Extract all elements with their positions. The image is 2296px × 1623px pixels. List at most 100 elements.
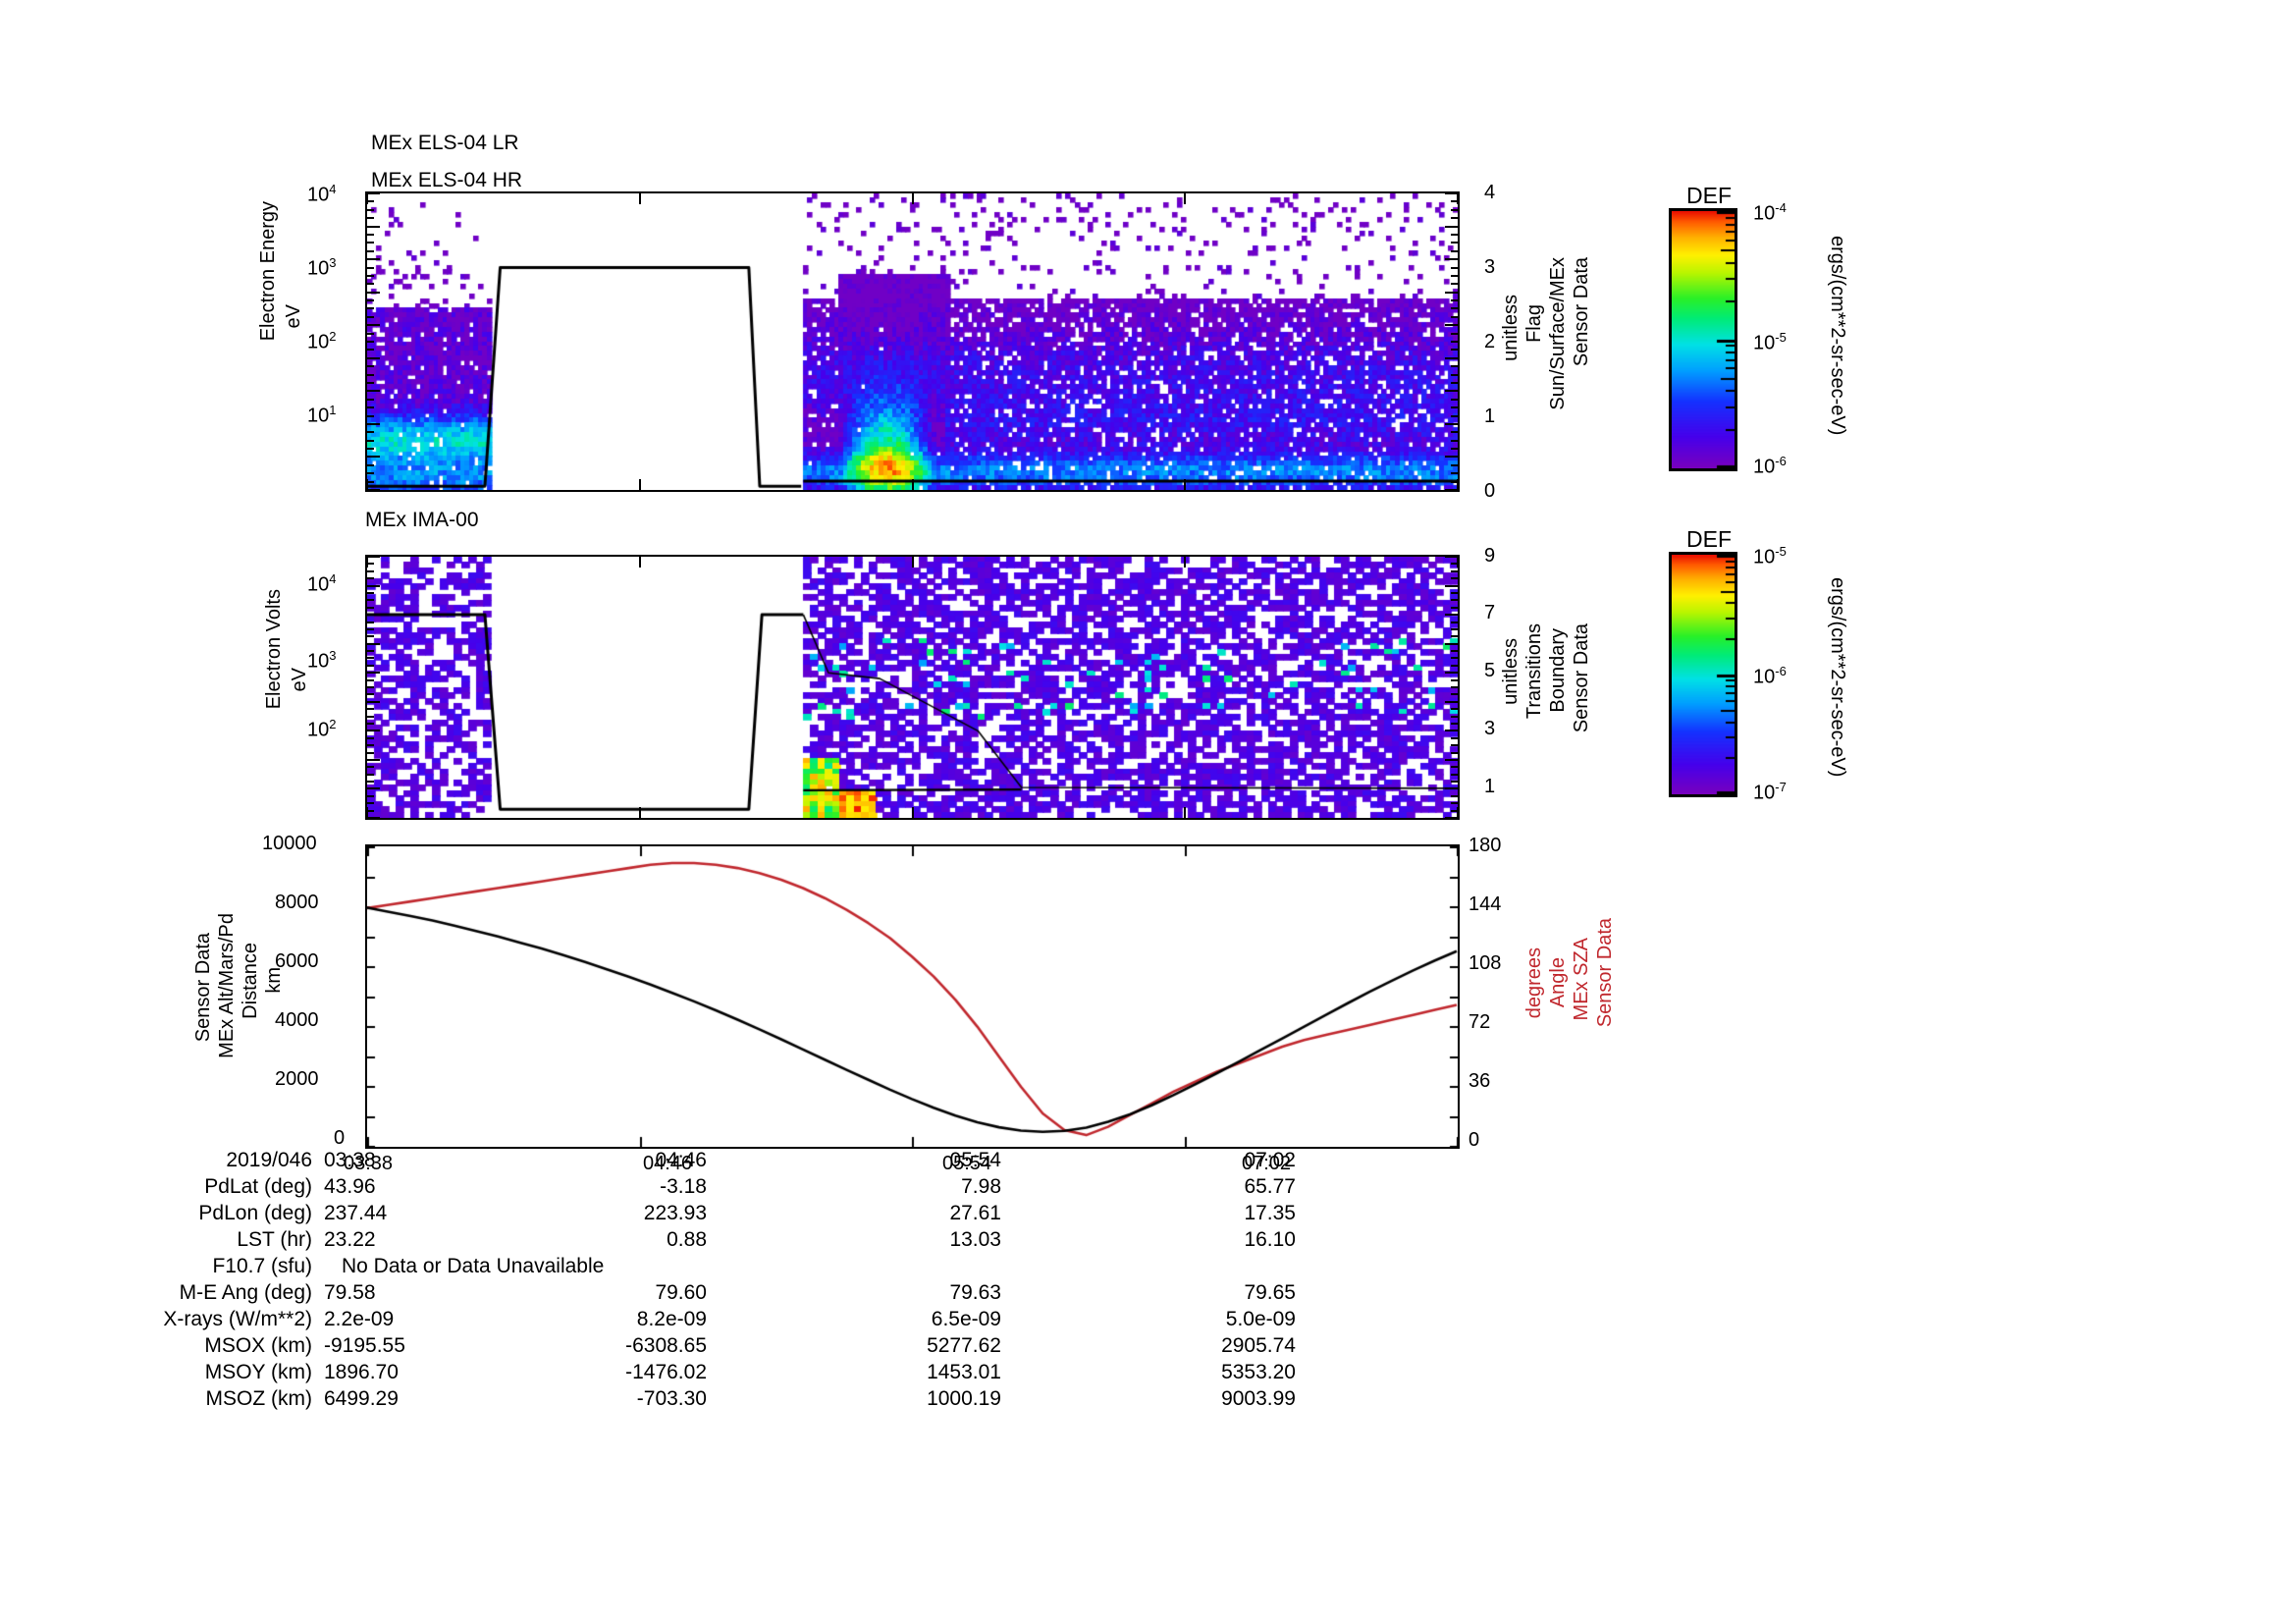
info-table-row: MSOY (km) 1896.70 -1476.02 1453.01 5353.20 <box>0 1361 1472 1387</box>
info-table-cell: 2905.74 <box>1221 1334 1296 1357</box>
colorbar2-tick-top: 10-5 <box>1753 544 1787 568</box>
info-table-row-key: PdLat (deg) <box>204 1175 312 1198</box>
colorbar1-tick-top: 10-4 <box>1753 200 1787 225</box>
colorbar2-tick-mid: 10-6 <box>1753 664 1787 688</box>
info-table-cell: -703.30 <box>636 1387 707 1410</box>
info-table-cell: 8.2e-09 <box>636 1308 707 1330</box>
info-table-cell: 9003.99 <box>1221 1387 1296 1410</box>
panel3-right-axis-label-line1: Sensor Data <box>1594 918 1616 1028</box>
colorbar2-unit-label: ergs/(cm**2-sr-sec-eV) <box>1827 577 1848 778</box>
panel3-right-axis-label-line3: Angle <box>1547 957 1569 1008</box>
panel3-left-axis-label-line1: Sensor Data <box>192 933 214 1043</box>
info-table-row-key: LST (hr) <box>237 1228 312 1251</box>
panel1-ytick-0: 104 <box>307 182 337 206</box>
panel1-left-axis-label: Electron Energy <box>257 201 279 342</box>
info-table-cell: 79.60 <box>655 1281 707 1304</box>
panel2-right-axis-label-line3: Transitions <box>1523 623 1545 720</box>
info-table-cell: 79.65 <box>1244 1281 1296 1304</box>
info-table-cell: 43.96 <box>324 1175 376 1198</box>
colorbar1-title: DEF <box>1686 183 1732 208</box>
panel3-ytick-5: 0 <box>334 1127 346 1149</box>
info-table-row: F10.7 (sfu) No Data or Data Unavailable <box>0 1255 1472 1281</box>
panel1-title-hr: MEx ELS-04 HR <box>371 169 523 191</box>
colorbar2-tick-bottom: 10-7 <box>1753 780 1787 804</box>
panel2-right-axis-label-line1: Sensor Data <box>1571 623 1592 733</box>
colorbar1-gradient <box>1672 211 1735 468</box>
panel3-right-axis-label-line2: MEx SZA <box>1571 938 1592 1021</box>
panel3-right-ytick-1: 144 <box>1468 893 1502 915</box>
info-table-row: MSOX (km) -9195.55 -6308.65 5277.62 2905.74 <box>0 1334 1472 1361</box>
info-table-cell: 1000.19 <box>927 1387 1001 1410</box>
info-table-row: PdLon (deg) 237.44 223.93 27.61 17.35 <box>0 1202 1472 1228</box>
info-table-row-key: PdLon (deg) <box>198 1202 312 1224</box>
colorbar2-title: DEF <box>1686 526 1732 552</box>
info-table-cell: 223.93 <box>643 1202 707 1224</box>
colorbar1[interactable] <box>1669 208 1737 471</box>
time-tick-0: 03:38 <box>344 1153 394 1174</box>
panel1-right-axis-label-line2: Sun/Surface/MEx <box>1547 257 1569 410</box>
panel3-left-axis-label-line2: MEx Alt/Mars/Pd <box>216 913 238 1058</box>
time-tick-2: 05:54 <box>942 1153 992 1174</box>
info-table-cell: 6.5e-09 <box>931 1308 1001 1330</box>
panel1-ytick-2: 102 <box>307 329 337 353</box>
colorbar2-gradient <box>1672 555 1735 794</box>
panel3-ytick-3: 4000 <box>275 1009 319 1031</box>
panel1-title-lr: MEx ELS-04 LR <box>371 132 519 154</box>
info-table-row: 2019/046 03:38 04:46 05:54 07:02 <box>0 1149 1472 1175</box>
panel3-left-axis-label-line3: Distance <box>240 943 261 1019</box>
time-tick-3: 07:02 <box>1242 1153 1292 1174</box>
panel2-boundary-overlay-canvas <box>367 557 1458 818</box>
panel3-lines-canvas <box>367 846 1458 1147</box>
panel1-left-axis-unit: eV <box>283 304 304 329</box>
info-table-row-key: MSOY (km) <box>204 1361 312 1383</box>
panel3-left-axis-label-line4: km <box>263 967 285 994</box>
panel1-right-axis-label-line3: Flag <box>1523 304 1545 343</box>
info-table-cell: 07:02 <box>1244 1149 1296 1171</box>
info-table-cell: 7.98 <box>961 1175 1001 1198</box>
panel2-right-ytick-1: 7 <box>1484 602 1496 623</box>
panel3-right-ytick-5: 0 <box>1468 1129 1480 1151</box>
info-table-cell: 13.03 <box>949 1228 1001 1251</box>
info-table: 2019/046 03:38 04:46 05:54 07:02 PdLat (deg) 4… <box>0 1149 1472 1414</box>
info-table-row-key: M-E Ang (deg) <box>179 1281 312 1304</box>
panel1-right-ytick-4: 0 <box>1484 480 1496 502</box>
info-table-cell: 6499.29 <box>324 1387 399 1410</box>
info-table-cell: 1896.70 <box>324 1361 399 1383</box>
panel2-right-ytick-2: 5 <box>1484 660 1496 681</box>
info-table-cell: 1453.01 <box>927 1361 1001 1383</box>
panel3-right-ytick-0: 180 <box>1468 835 1502 856</box>
panel2-right-axis-label-line4: unitless <box>1500 638 1522 705</box>
panel2-ytick-1: 103 <box>307 648 337 673</box>
panel2-ytick-0: 104 <box>307 571 337 596</box>
info-table-cell: 79.63 <box>949 1281 1001 1304</box>
info-table-cell: 5.0e-09 <box>1225 1308 1296 1330</box>
info-table-cell: -9195.55 <box>324 1334 405 1357</box>
info-table-cell: 04:46 <box>655 1149 707 1171</box>
info-table-cell: 17.35 <box>1244 1202 1296 1224</box>
time-tick-1: 04:46 <box>643 1153 693 1174</box>
colorbar2[interactable] <box>1669 552 1737 797</box>
info-table-cell: No Data or Data Unavailable <box>342 1255 605 1277</box>
info-table-row: M-E Ang (deg) 79.58 79.60 79.63 79.65 <box>0 1281 1472 1308</box>
info-table-cell: 23.22 <box>324 1228 376 1251</box>
panel1-right-ytick-3: 1 <box>1484 406 1496 427</box>
panel2-right-ytick-3: 3 <box>1484 718 1496 739</box>
info-table-cell: 16.10 <box>1244 1228 1296 1251</box>
colorbar1-tick-bottom: 10-6 <box>1753 454 1787 478</box>
panel3-right-ytick-3: 72 <box>1468 1011 1491 1033</box>
info-table-cell: 237.44 <box>324 1202 388 1224</box>
info-table-cell: 5353.20 <box>1221 1361 1296 1383</box>
panel1-right-ytick-2: 2 <box>1484 331 1496 352</box>
panel3-right-ytick-4: 36 <box>1468 1070 1491 1092</box>
panel3-ytick-1: 8000 <box>275 892 319 913</box>
info-table-row-key: 2019/046 <box>226 1149 312 1171</box>
panel2-title: MEx IMA-00 <box>365 509 479 531</box>
panel3-plot-area[interactable] <box>365 844 1460 1149</box>
info-table-row: PdLat (deg) 43.96 -3.18 7.98 65.77 <box>0 1175 1472 1202</box>
colorbar1-tick-mid: 10-5 <box>1753 330 1787 354</box>
info-table-cell: 79.58 <box>324 1281 376 1304</box>
info-table-cell: 2.2e-09 <box>324 1308 395 1330</box>
panel1-plot-area[interactable] <box>365 191 1460 492</box>
panel2-right-axis-label-line2: Boundary <box>1547 628 1569 713</box>
panel2-plot-area[interactable] <box>365 555 1460 820</box>
